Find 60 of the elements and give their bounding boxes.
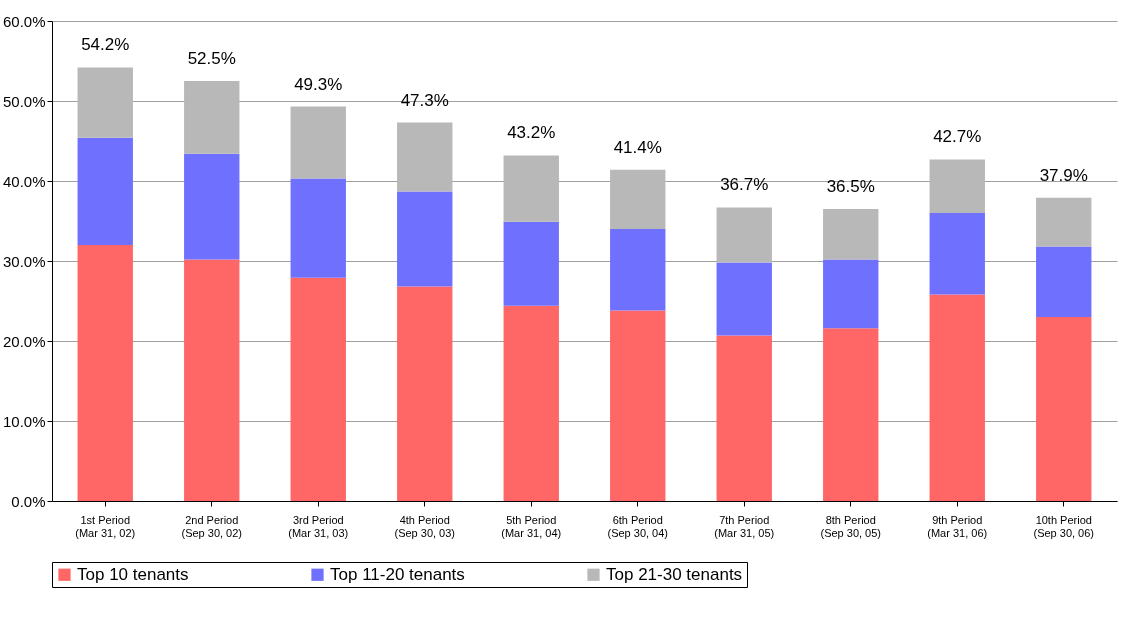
bar	[610, 169, 666, 229]
y-tick-label: 0.0%	[11, 492, 46, 510]
x-tick-label: 1st Period (Mar 31, 02)	[75, 513, 136, 539]
bar	[823, 259, 879, 329]
bar	[184, 259, 240, 501]
bar	[716, 335, 772, 501]
bar	[610, 310, 666, 501]
bar	[716, 262, 772, 336]
bar	[929, 213, 985, 295]
y-tick-label: 40.0%	[2, 172, 46, 190]
bar	[1036, 317, 1092, 501]
bar	[290, 277, 346, 501]
bar	[823, 328, 879, 501]
total-label: 36.5%	[826, 177, 875, 196]
x-tick-label: 7th Period (Mar 31, 05)	[714, 513, 775, 539]
legend-label: Top 21-30 tenants	[606, 564, 743, 584]
bar	[290, 106, 346, 179]
bar	[184, 153, 240, 260]
y-tick-label: 30.0%	[2, 252, 46, 270]
bar	[503, 305, 559, 501]
y-tick-label: 10.0%	[2, 412, 46, 430]
bar	[823, 209, 879, 260]
x-tick-label: 9th Period (Mar 31, 06)	[927, 513, 988, 539]
total-label: 43.2%	[507, 123, 556, 143]
x-tick-label: 3rd Period (Mar 31, 03)	[288, 513, 349, 539]
total-label: 42.7%	[933, 127, 982, 147]
bar	[397, 122, 453, 192]
total-label: 49.3%	[294, 74, 343, 94]
x-tick-label: 6th Period (Sep 30, 04)	[607, 513, 669, 539]
total-label: 52.5%	[187, 49, 236, 68]
total-label: 54.2%	[81, 35, 130, 55]
bar	[929, 294, 985, 501]
legend-label: Top 11-20 tenants	[330, 564, 465, 584]
bar	[184, 81, 240, 154]
x-tick-label: 4th Period (Sep 30, 03)	[394, 513, 456, 539]
bar	[77, 245, 133, 501]
bar	[1036, 246, 1092, 317]
x-tick-label: 2nd Period (Sep 30, 02)	[181, 513, 243, 539]
y-tick-label: 20.0%	[2, 332, 46, 350]
bar	[503, 155, 559, 222]
bar	[1036, 197, 1092, 247]
total-label: 36.7%	[720, 175, 769, 195]
total-label: 41.4%	[613, 137, 662, 157]
bar	[397, 191, 453, 287]
bar	[290, 178, 346, 278]
total-label: 37.9%	[1039, 165, 1088, 185]
bar	[77, 137, 133, 245]
bar	[503, 221, 559, 306]
y-tick-label: 60.0%	[2, 12, 46, 30]
x-tick-label: 10th Period (Sep 30, 06)	[1033, 513, 1095, 539]
bar	[716, 207, 772, 263]
total-label: 47.3%	[400, 90, 449, 110]
bar	[397, 286, 453, 501]
y-tick-label: 50.0%	[2, 92, 46, 110]
bar	[77, 67, 133, 138]
bar	[610, 229, 666, 311]
x-tick-label: 5th Period (Mar 31, 04)	[501, 513, 562, 539]
x-tick-label: 8th Period (Sep 30, 05)	[820, 513, 882, 539]
bar	[929, 159, 985, 213]
legend-label: Top 10 tenants	[77, 564, 189, 584]
